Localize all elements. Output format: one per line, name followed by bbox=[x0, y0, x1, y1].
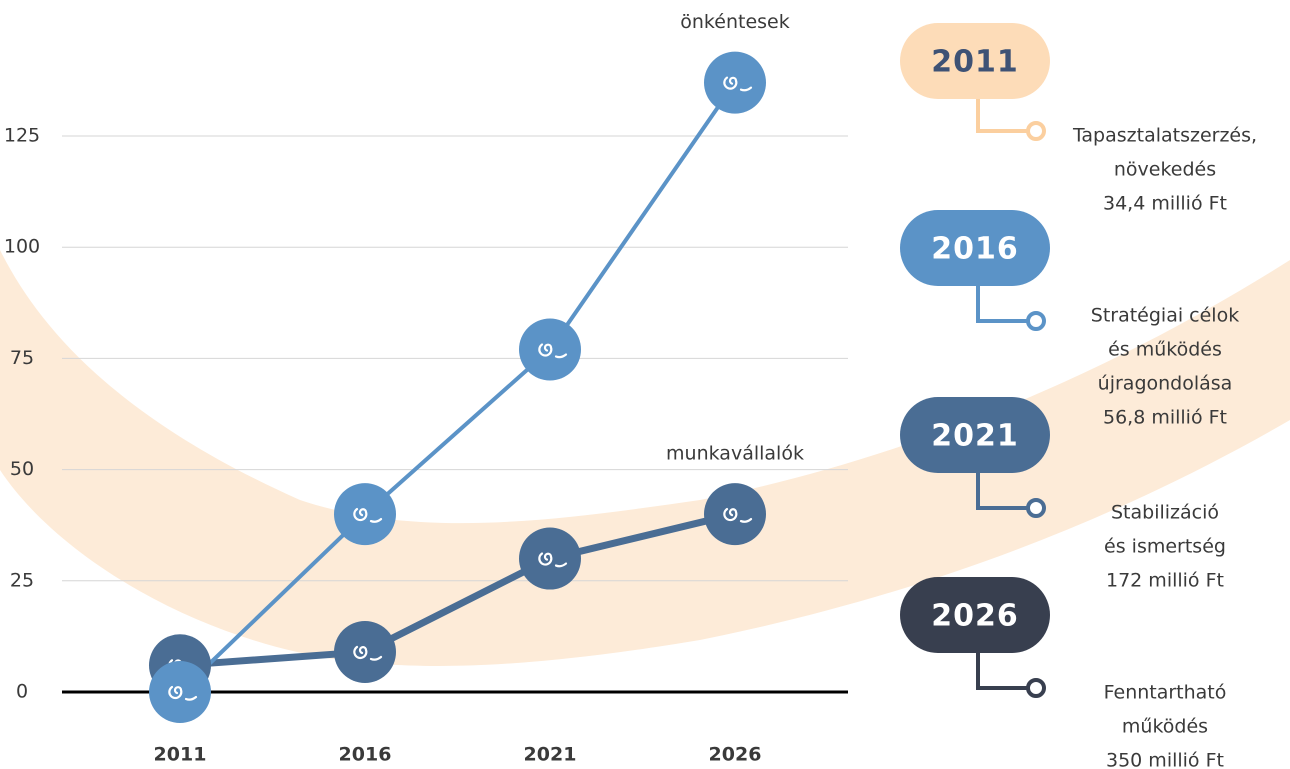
data-point bbox=[704, 483, 766, 545]
connector-dot bbox=[1028, 500, 1044, 516]
y-tick-label: 0 bbox=[16, 681, 28, 703]
series-label: munkavállalók bbox=[666, 443, 804, 465]
timeline-text: Stabilizáció bbox=[1111, 502, 1219, 524]
connector bbox=[978, 99, 1028, 131]
timeline-text: és ismertség bbox=[1104, 536, 1226, 558]
y-tick-label: 125 bbox=[4, 125, 40, 147]
x-tick-label: 2021 bbox=[524, 744, 577, 766]
y-tick-label: 25 bbox=[10, 569, 34, 591]
connector bbox=[978, 286, 1028, 321]
data-point bbox=[149, 661, 211, 723]
timeline-text: és működés bbox=[1108, 339, 1222, 361]
timeline-text: Tapasztalatszerzés, bbox=[1072, 125, 1257, 147]
timeline-text: újragondolása bbox=[1098, 373, 1233, 395]
y-tick-label: 75 bbox=[10, 347, 34, 369]
y-tick-label: 50 bbox=[10, 458, 34, 480]
x-tick-label: 2016 bbox=[339, 744, 392, 766]
year-label: 2011 bbox=[931, 45, 1019, 80]
timeline-text: Fenntartható bbox=[1104, 682, 1227, 704]
year-label: 2026 bbox=[931, 599, 1019, 634]
timeline-text: 56,8 millió Ft bbox=[1103, 407, 1227, 429]
connector bbox=[978, 653, 1028, 688]
year-label: 2016 bbox=[931, 232, 1019, 267]
data-point bbox=[519, 528, 581, 590]
data-point bbox=[334, 483, 396, 545]
x-tick-label: 2026 bbox=[709, 744, 762, 766]
data-point bbox=[334, 621, 396, 683]
timeline-text: 350 millió Ft bbox=[1106, 750, 1224, 769]
connector-dot bbox=[1028, 123, 1044, 139]
timeline-text: Stratégiai célok bbox=[1091, 305, 1239, 327]
timeline-text: 172 millió Ft bbox=[1106, 570, 1224, 592]
x-tick-label: 2011 bbox=[154, 744, 207, 766]
data-point bbox=[519, 319, 581, 381]
data-point bbox=[704, 52, 766, 114]
y-tick-label: 100 bbox=[4, 236, 40, 258]
series-label: önkéntesek bbox=[680, 11, 789, 33]
timeline-text: 34,4 millió Ft bbox=[1103, 193, 1227, 215]
chart: 0 25 50 75 100 125 2011 2016 2021 2026 munkavállal… bbox=[0, 0, 1290, 769]
connector-dot bbox=[1028, 680, 1044, 696]
connector-dot bbox=[1028, 313, 1044, 329]
timeline-text: növekedés bbox=[1114, 159, 1216, 181]
year-label: 2021 bbox=[931, 419, 1019, 454]
timeline-text: működés bbox=[1122, 716, 1208, 738]
